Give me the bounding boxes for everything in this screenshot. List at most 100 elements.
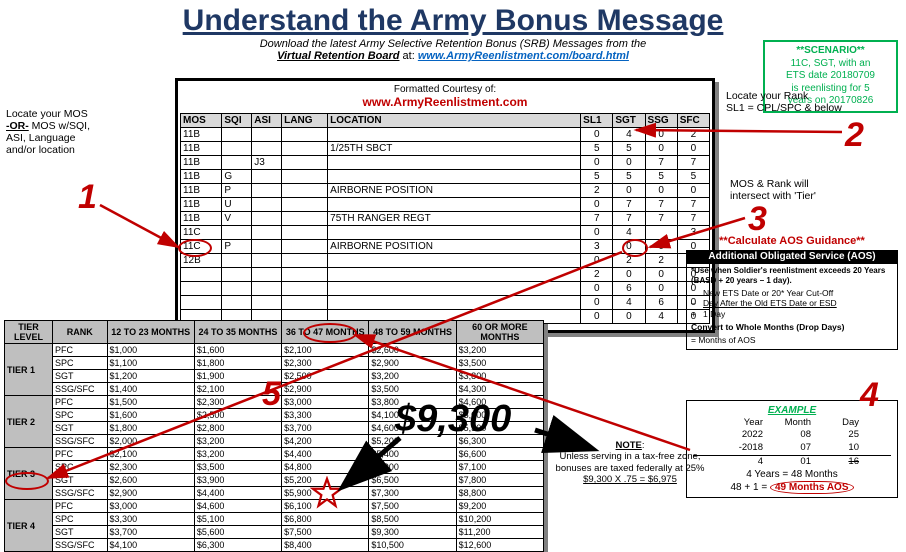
s2a: Locate your Rank <box>726 90 856 102</box>
brand-link[interactable]: www.ArmyReenlistment.com <box>178 95 712 109</box>
aos-note: *Use when Soldier's reenlistment exceeds… <box>691 266 893 285</box>
table-row: TIER 3PFC$2,100$3,200$4,400$5,400$6,600 <box>5 448 544 461</box>
tier-value-cell: $8,500 <box>369 513 456 526</box>
aos-r2: Day After the Old ETS Date or ESD <box>703 298 893 308</box>
mos-cell: 0 <box>581 254 613 268</box>
mos-cell: 4 <box>613 296 645 310</box>
aos-blank <box>691 288 703 298</box>
tier-value-cell: $7,500 <box>369 500 456 513</box>
scenario-header: **SCENARIO** <box>769 45 892 58</box>
vrb-link[interactable]: www.ArmyReenlistment.com/board.html <box>418 50 629 62</box>
mos-cell: 0 <box>613 310 645 324</box>
page-title: Understand the Army Bonus Message <box>0 0 906 38</box>
table-row: 11B0402 <box>181 128 710 142</box>
tier-value-cell: $2,900 <box>282 383 369 396</box>
mos-cell: 0 <box>613 184 645 198</box>
mos-cell: AIRBORNE POSITION <box>328 184 581 198</box>
s1d: and/or location <box>6 144 116 156</box>
mos-cell <box>222 296 252 310</box>
er2m: 07 <box>773 442 811 454</box>
tier-value-cell: $9,200 <box>456 500 543 513</box>
tier-value-cell: $7,500 <box>282 526 369 539</box>
bonus-amount: $9,300 <box>395 398 511 441</box>
tier-value-cell: $1,200 <box>107 370 194 383</box>
aos-header: **Calculate AOS Guidance** <box>686 235 898 247</box>
tier-value-cell: $10,200 <box>456 513 543 526</box>
tier-value-cell: $2,500 <box>282 370 369 383</box>
mos-cell <box>282 142 328 156</box>
tier-value-cell: $3,700 <box>282 422 369 435</box>
aos-r3: 1 Day <box>703 309 893 319</box>
step-4: 4 <box>860 376 879 415</box>
mos-cell <box>328 156 581 170</box>
tier-value-cell: $1,000 <box>107 344 194 357</box>
tier-rank-cell: SPC <box>53 513 108 526</box>
eh-y: Year <box>725 417 763 429</box>
mos-cell: 1/25TH SBCT <box>328 142 581 156</box>
mos-header-cell: SQI <box>222 114 252 128</box>
er3m: 01 <box>773 456 811 468</box>
mos-cell: U <box>222 198 252 212</box>
mos-cell <box>328 282 581 296</box>
example-r1: 2022 08 25 <box>693 429 891 441</box>
mos-header-cell: SGT <box>613 114 645 128</box>
mos-cell: 4 <box>613 226 645 240</box>
mos-cell: 5 <box>581 170 613 184</box>
mos-cell <box>328 198 581 212</box>
mos-header-cell: SSG <box>645 114 677 128</box>
tier-value-cell: $4,400 <box>282 448 369 461</box>
step-5: 5 <box>262 375 281 414</box>
mos-cell <box>252 212 282 226</box>
er2y: -2018 <box>725 442 763 454</box>
tier-value-cell: $6,500 <box>369 474 456 487</box>
tier-rank-cell: SGT <box>53 422 108 435</box>
example-l1: 4 Years = 48 Months <box>693 468 891 481</box>
mos-cell: 11B <box>181 184 222 198</box>
tier-value-cell: $6,600 <box>456 448 543 461</box>
tier-value-cell: $4,600 <box>194 500 281 513</box>
mos-header-cell: ASI <box>252 114 282 128</box>
side1: Locate your MOS -OR- MOS w/SQI, ASI, Lan… <box>6 108 116 156</box>
note-box: NOTE: Unless serving in a tax-free zone,… <box>555 440 705 486</box>
tier-value-cell: $3,200 <box>194 435 281 448</box>
table-row: 0600 <box>181 282 710 296</box>
mos-cell <box>222 142 252 156</box>
aos-r1: New ETS Date or 20* Year Cut-Off <box>703 288 893 298</box>
tier-value-cell: $1,500 <box>107 396 194 409</box>
mos-cell <box>252 226 282 240</box>
mos-cell <box>222 282 252 296</box>
mos-cell <box>282 198 328 212</box>
scenario-l1: 11C, SGT, with an <box>769 58 892 71</box>
tier-value-cell: $1,100 <box>107 357 194 370</box>
mos-cell: 7 <box>581 212 613 226</box>
tier-value-cell: $3,500 <box>456 357 543 370</box>
circle-11c <box>178 239 212 257</box>
table-row: 0460 <box>181 296 710 310</box>
mos-cell: 0 <box>645 142 677 156</box>
mos-cell: 0 <box>581 310 613 324</box>
tier-value-cell: $2,900 <box>107 487 194 500</box>
mos-panel: Formatted Courtesy of: www.ArmyReenlistm… <box>175 78 715 333</box>
mos-cell: 6 <box>645 296 677 310</box>
tier-value-cell: $11,200 <box>456 526 543 539</box>
mos-cell <box>282 156 328 170</box>
tier-value-cell: $3,700 <box>107 526 194 539</box>
mos-cell: 4 <box>645 310 677 324</box>
mos-cell: 7 <box>677 198 709 212</box>
mos-cell <box>282 296 328 310</box>
mos-table: MOSSQIASILANGLOCATIONSL1SGTSSGSFC 11B040… <box>180 113 710 324</box>
tier-value-cell: $4,100 <box>107 539 194 552</box>
mos-cell <box>328 296 581 310</box>
tier-value-cell: $8,800 <box>456 487 543 500</box>
aos-minus: – <box>691 298 703 308</box>
tier-value-cell: $3,200 <box>369 370 456 383</box>
table-row: SPC$1,100$1,800$2,300$2,900$3,500 <box>5 357 544 370</box>
tier-label-cell: TIER 1 <box>5 344 53 396</box>
mos-cell <box>282 184 328 198</box>
tier-value-cell: $1,800 <box>194 357 281 370</box>
side2: Locate your Rank SL1 = CPL/SPC & below <box>726 90 856 114</box>
er1y: 2022 <box>725 429 763 441</box>
mos-cell: 0 <box>613 156 645 170</box>
eh-m: Month <box>773 417 811 429</box>
mos-cell: 5 <box>677 170 709 184</box>
